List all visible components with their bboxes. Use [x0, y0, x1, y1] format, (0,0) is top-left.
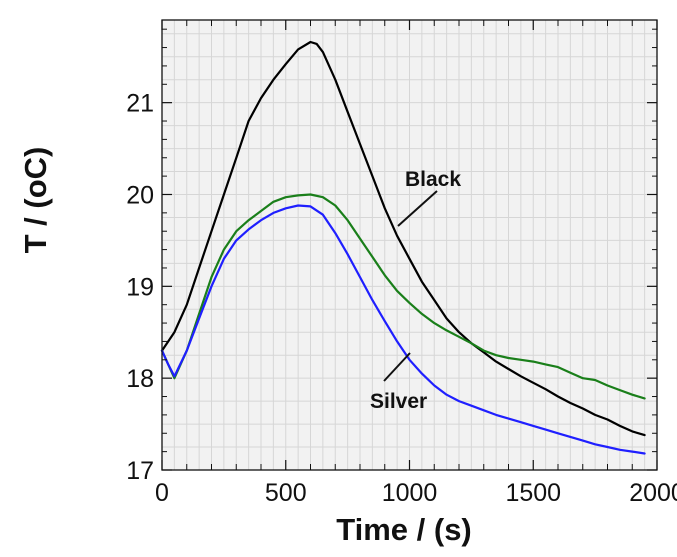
series-line-1 — [160, 193, 646, 400]
x-tick-label: 500 — [265, 479, 307, 507]
y-tick-label: 19 — [126, 273, 154, 301]
axis-ticks — [161, 20, 658, 471]
grid-lines — [161, 20, 658, 471]
series-layer — [160, 40, 646, 455]
black-series-label: Black — [405, 168, 461, 191]
x-tick-label: 0 — [155, 479, 169, 507]
y-tick-label: 21 — [126, 90, 154, 118]
x-tick-label: 2000 — [629, 479, 677, 507]
x-axis-title: Time / (s) — [336, 512, 472, 547]
y-tick-label: 20 — [126, 181, 154, 209]
series-line-0 — [160, 40, 646, 437]
y-axis-title: T / (oC) — [18, 147, 53, 254]
tick-labels: 0 500 1000 1500 2000 17 18 19 20 21 — [126, 90, 677, 507]
black-label-leader — [397, 190, 438, 227]
x-tick-label: 1000 — [382, 479, 438, 507]
silver-label-leader — [383, 352, 411, 382]
silver-series-label: Silver — [370, 390, 427, 413]
series-line-2 — [160, 204, 646, 455]
y-tick-label: 18 — [126, 365, 154, 393]
x-tick-label: 1500 — [505, 479, 561, 507]
y-tick-label: 17 — [126, 457, 154, 485]
